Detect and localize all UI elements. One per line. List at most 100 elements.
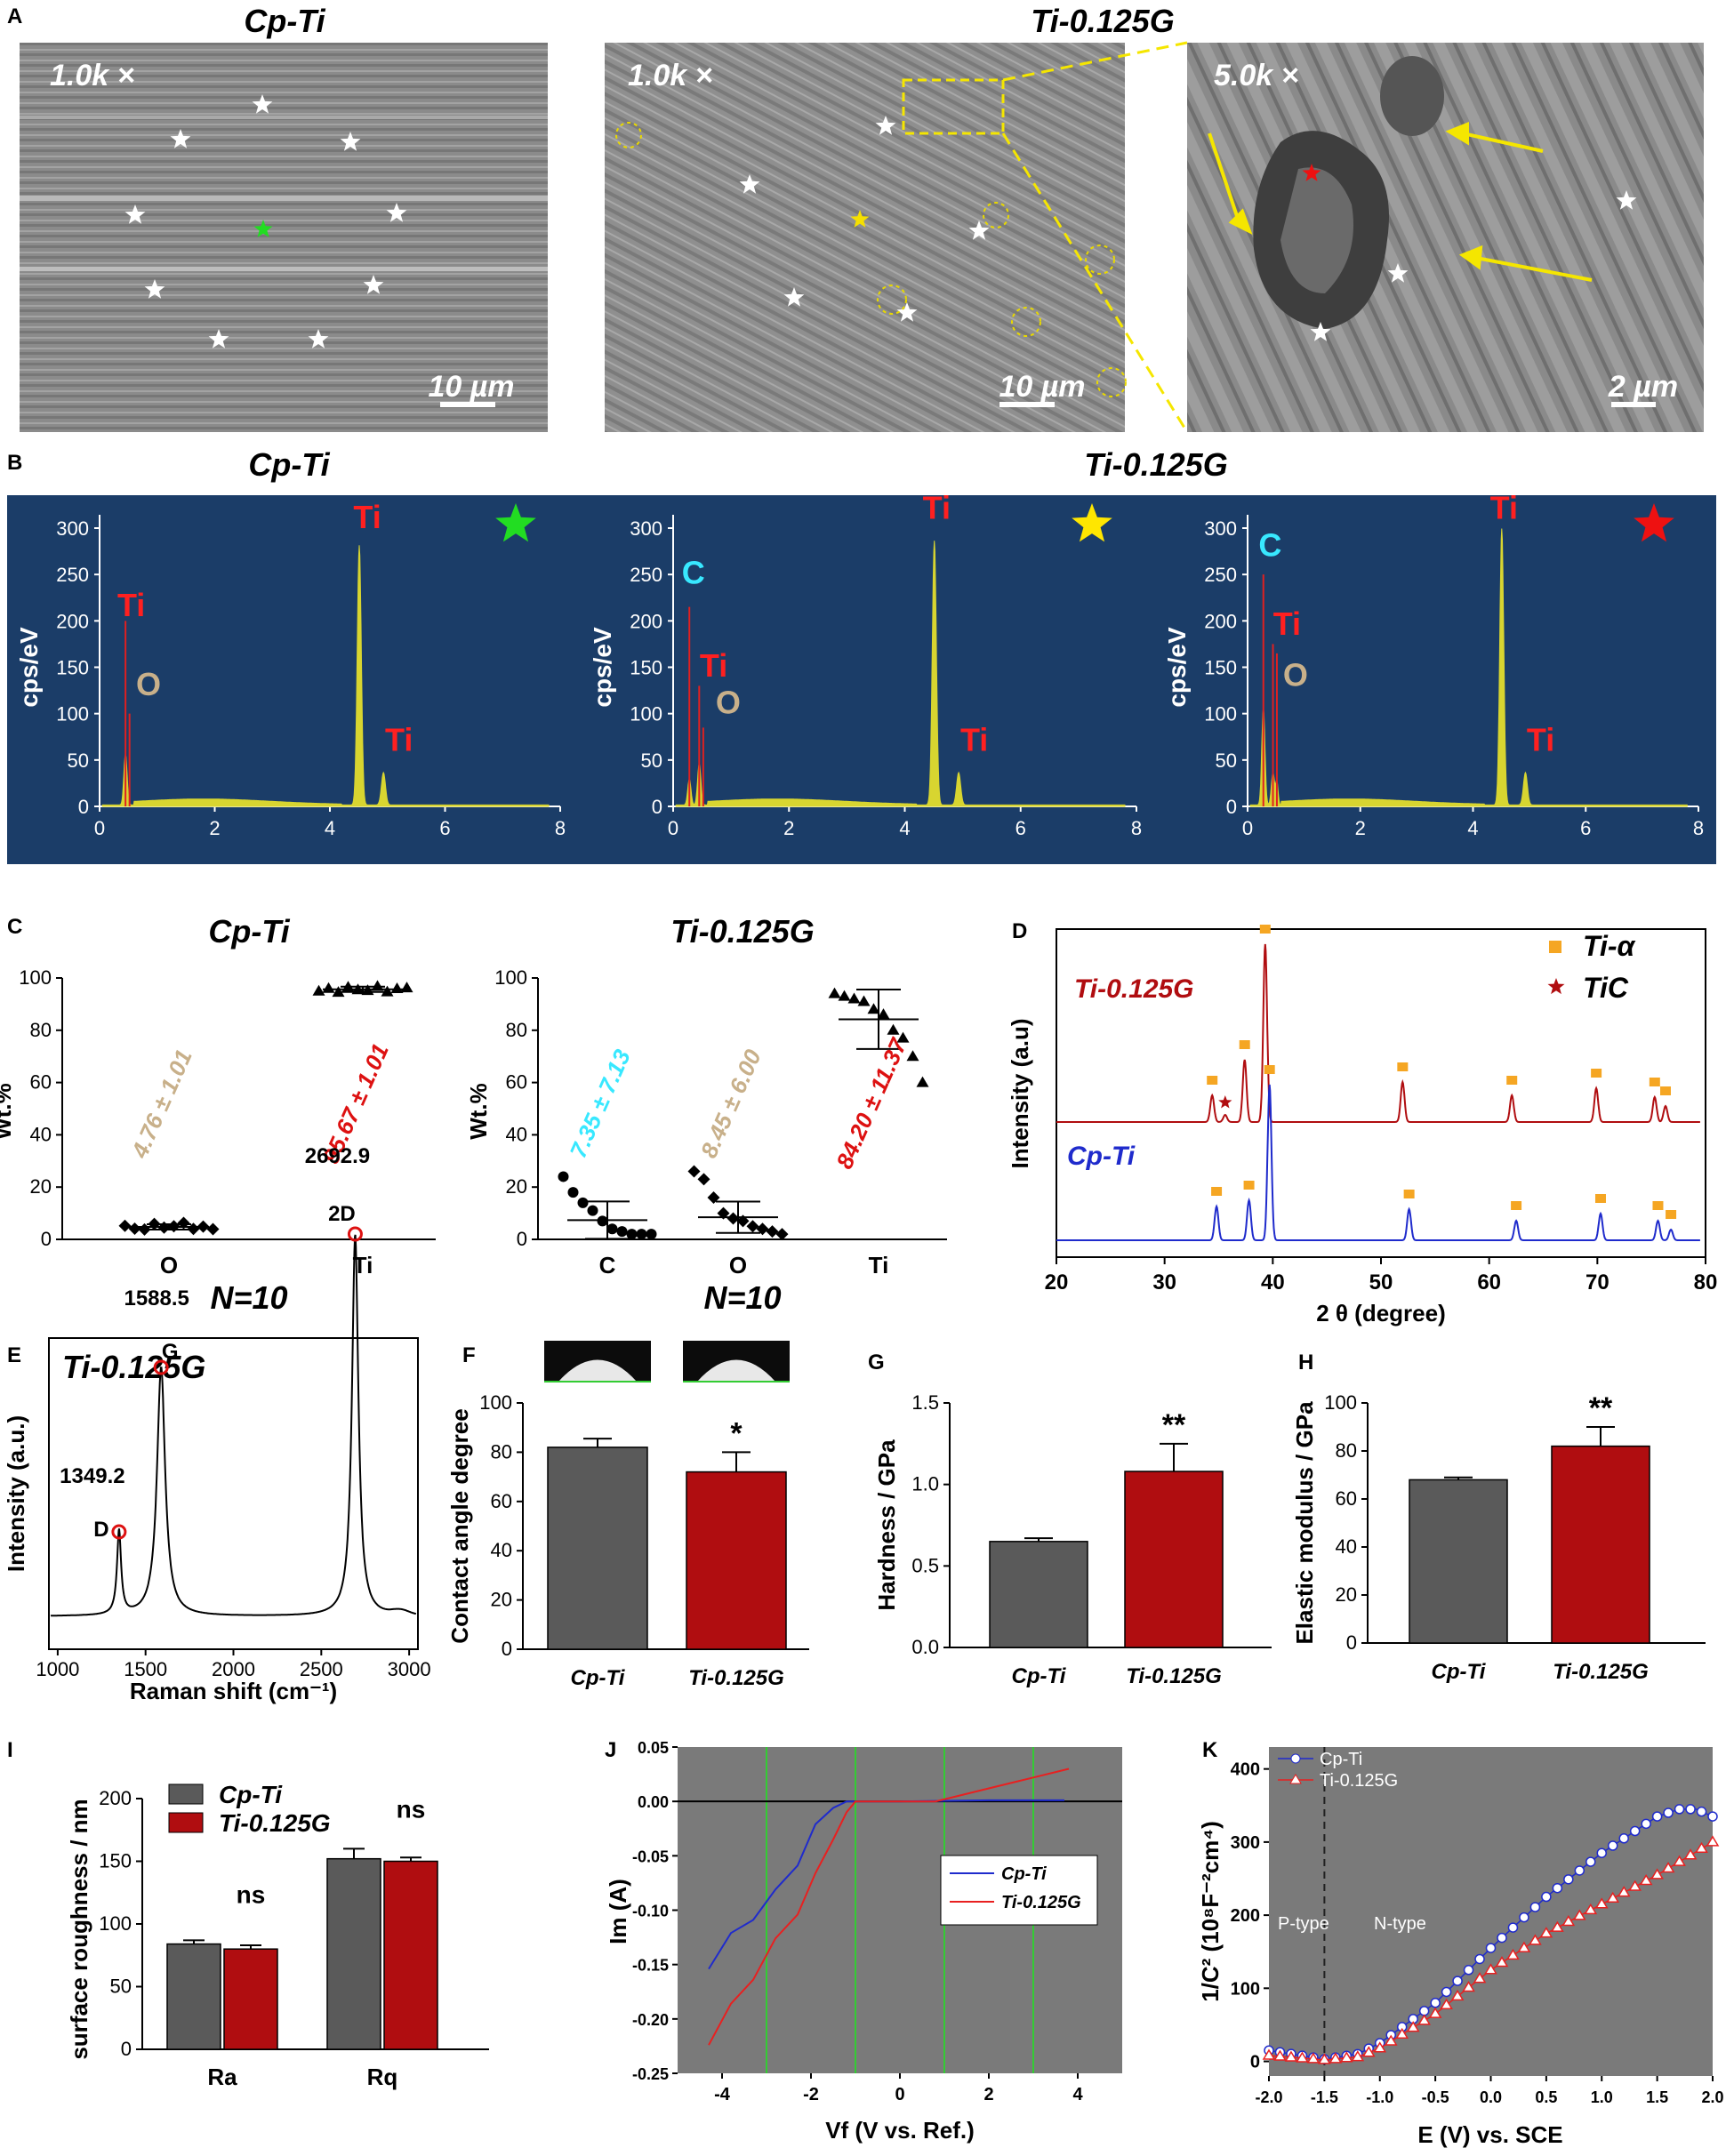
x-category-label: Ti-0.125G	[688, 1666, 784, 1690]
y-tick-label: -0.20	[632, 2011, 669, 2029]
y-tick-label: 100	[1324, 1391, 1357, 1414]
data-point	[1351, 2050, 1365, 2062]
data-point	[1430, 1998, 1441, 2008]
data-point	[400, 982, 413, 993]
data-point	[847, 992, 861, 1004]
eds-xtick-label: 0	[1242, 817, 1253, 839]
data-point	[1519, 1912, 1529, 1923]
eds-ytick-label: 50	[641, 749, 662, 772]
star-marker	[896, 302, 918, 322]
y-tick-label: 60	[1336, 1487, 1357, 1510]
y-tick-label: 0	[517, 1228, 527, 1250]
significance-label: *	[730, 1416, 743, 1450]
eds-xtick-label: 2	[1355, 817, 1366, 839]
bar	[1551, 1445, 1650, 1644]
data-point	[1552, 1882, 1563, 1894]
y-tick-label: 80	[1336, 1439, 1357, 1462]
data-point	[1617, 1886, 1631, 1897]
x-tick-label: 30	[1152, 1270, 1176, 1294]
data-point	[1395, 2027, 1409, 2040]
data-point	[1284, 2050, 1298, 2062]
eds-ylabel: cps/eV	[1163, 627, 1191, 708]
data-point	[1440, 1998, 1453, 2009]
x-category-label: Rq	[367, 2064, 398, 2090]
eds-xtick-label: 4	[899, 817, 910, 839]
star-marker	[1072, 503, 1112, 542]
sem-image-cp: 1.0k × 10 µm	[20, 43, 548, 432]
panel-b-title-ti: Ti-0.125G	[1084, 446, 1227, 483]
raman-curve	[50, 1234, 417, 1617]
data-point	[1484, 1963, 1497, 1975]
eds-ytick-label: 150	[56, 657, 89, 679]
legend-swatch-ti-alpha	[1549, 941, 1561, 953]
y-tick-label: 0	[41, 1228, 52, 1250]
y-tick-label: 200	[99, 1787, 132, 1809]
data-point	[1306, 2052, 1321, 2064]
star-marker	[144, 279, 165, 299]
data-point	[1650, 1868, 1664, 1879]
peak-band-label: G	[162, 1340, 179, 1364]
n-label: N=10	[703, 1279, 781, 1316]
data-point	[1473, 1972, 1487, 1984]
x-axis-label: Raman shift (cm⁻¹)	[130, 1678, 337, 1704]
x-tick-label: 2500	[300, 1658, 343, 1680]
eds-ytick-label: 100	[1204, 703, 1237, 725]
eds-element-label: Ti	[353, 499, 381, 535]
bar	[326, 1857, 381, 2050]
panel-a-title-cp: Cp-Ti	[244, 3, 325, 39]
eds-xtick-label: 2	[783, 817, 794, 839]
mean-annotation: 84.20 ± 11.37	[831, 1033, 912, 1173]
data-point	[1462, 1981, 1475, 1992]
data-point	[1683, 1848, 1698, 1860]
y-tick-label: -0.10	[632, 1903, 669, 1920]
axis-label: Hardness / GPa	[873, 1439, 900, 1611]
iv-curve	[708, 1767, 1070, 2046]
ti-alpha-marker	[1649, 1078, 1660, 1086]
data-point	[177, 1216, 190, 1230]
panel-g-hardness: 0.0 0.5 1.0 1.5 Hardness / GPa Cp-Ti Ti-0.125G…	[873, 1391, 1272, 1688]
peak-band-label: 2D	[328, 1202, 356, 1226]
significance-label: **	[1589, 1391, 1613, 1425]
data-point	[312, 984, 325, 996]
eds-xtick-label: 0	[94, 817, 105, 839]
eds-ytick-label: 100	[56, 703, 89, 725]
data-point	[1450, 1989, 1465, 2001]
data-point	[1474, 1953, 1485, 1965]
data-point	[1273, 2049, 1287, 2061]
y-tick-label: 0.5	[911, 1554, 939, 1576]
x-tick-label: 2	[983, 2085, 993, 2104]
data-point	[1673, 1855, 1686, 1866]
panel-f-contact-angle: 0 20 40 60 80 100 Contact angle degree Cp-Ti Ti-…	[446, 1341, 809, 1690]
data-point	[1529, 1902, 1541, 1912]
significance-label: ns	[237, 1880, 266, 1908]
x-tick-label: 1.5	[1646, 2088, 1668, 2106]
data-point	[1373, 2041, 1387, 2053]
y-tick-label: 1.0	[911, 1473, 939, 1495]
data-point	[636, 1229, 647, 1240]
x-tick-label: 70	[1585, 1270, 1610, 1294]
bar	[223, 1948, 278, 2050]
data-point	[646, 1229, 657, 1240]
data-point	[1661, 1862, 1675, 1873]
data-point	[1629, 1825, 1641, 1837]
data-point	[1517, 1941, 1531, 1952]
eds-ytick-label: 200	[56, 610, 89, 632]
ti-alpha-marker	[1239, 1040, 1250, 1049]
region-label: N-type	[1374, 1914, 1426, 1934]
star-marker	[968, 220, 990, 240]
panel-k-mott-schottky: 0 100 200 300 400 -2.0 -1.5 -1.0 -0.5 0.0 0.5 1.0 1.…	[1197, 1747, 1724, 2148]
y-tick-label: 400	[1231, 1760, 1260, 1780]
sem-mag-3: 5.0k ×	[1214, 59, 1299, 92]
data-point	[1596, 1847, 1607, 1858]
data-point	[1463, 1965, 1474, 1976]
x-category-label: O	[729, 1252, 747, 1278]
axis-label: Wt.%	[465, 1083, 492, 1140]
droplet-shape	[558, 1359, 637, 1382]
sem-scale-2: 10 µm	[999, 370, 1085, 404]
data-point	[1563, 1874, 1574, 1885]
axis-label: 1/C² (10⁸F⁻²cm⁴)	[1197, 1821, 1224, 2002]
bar	[547, 1447, 648, 1650]
y-tick-label: 300	[1231, 1833, 1260, 1853]
eds-xtick-label: 4	[325, 817, 335, 839]
